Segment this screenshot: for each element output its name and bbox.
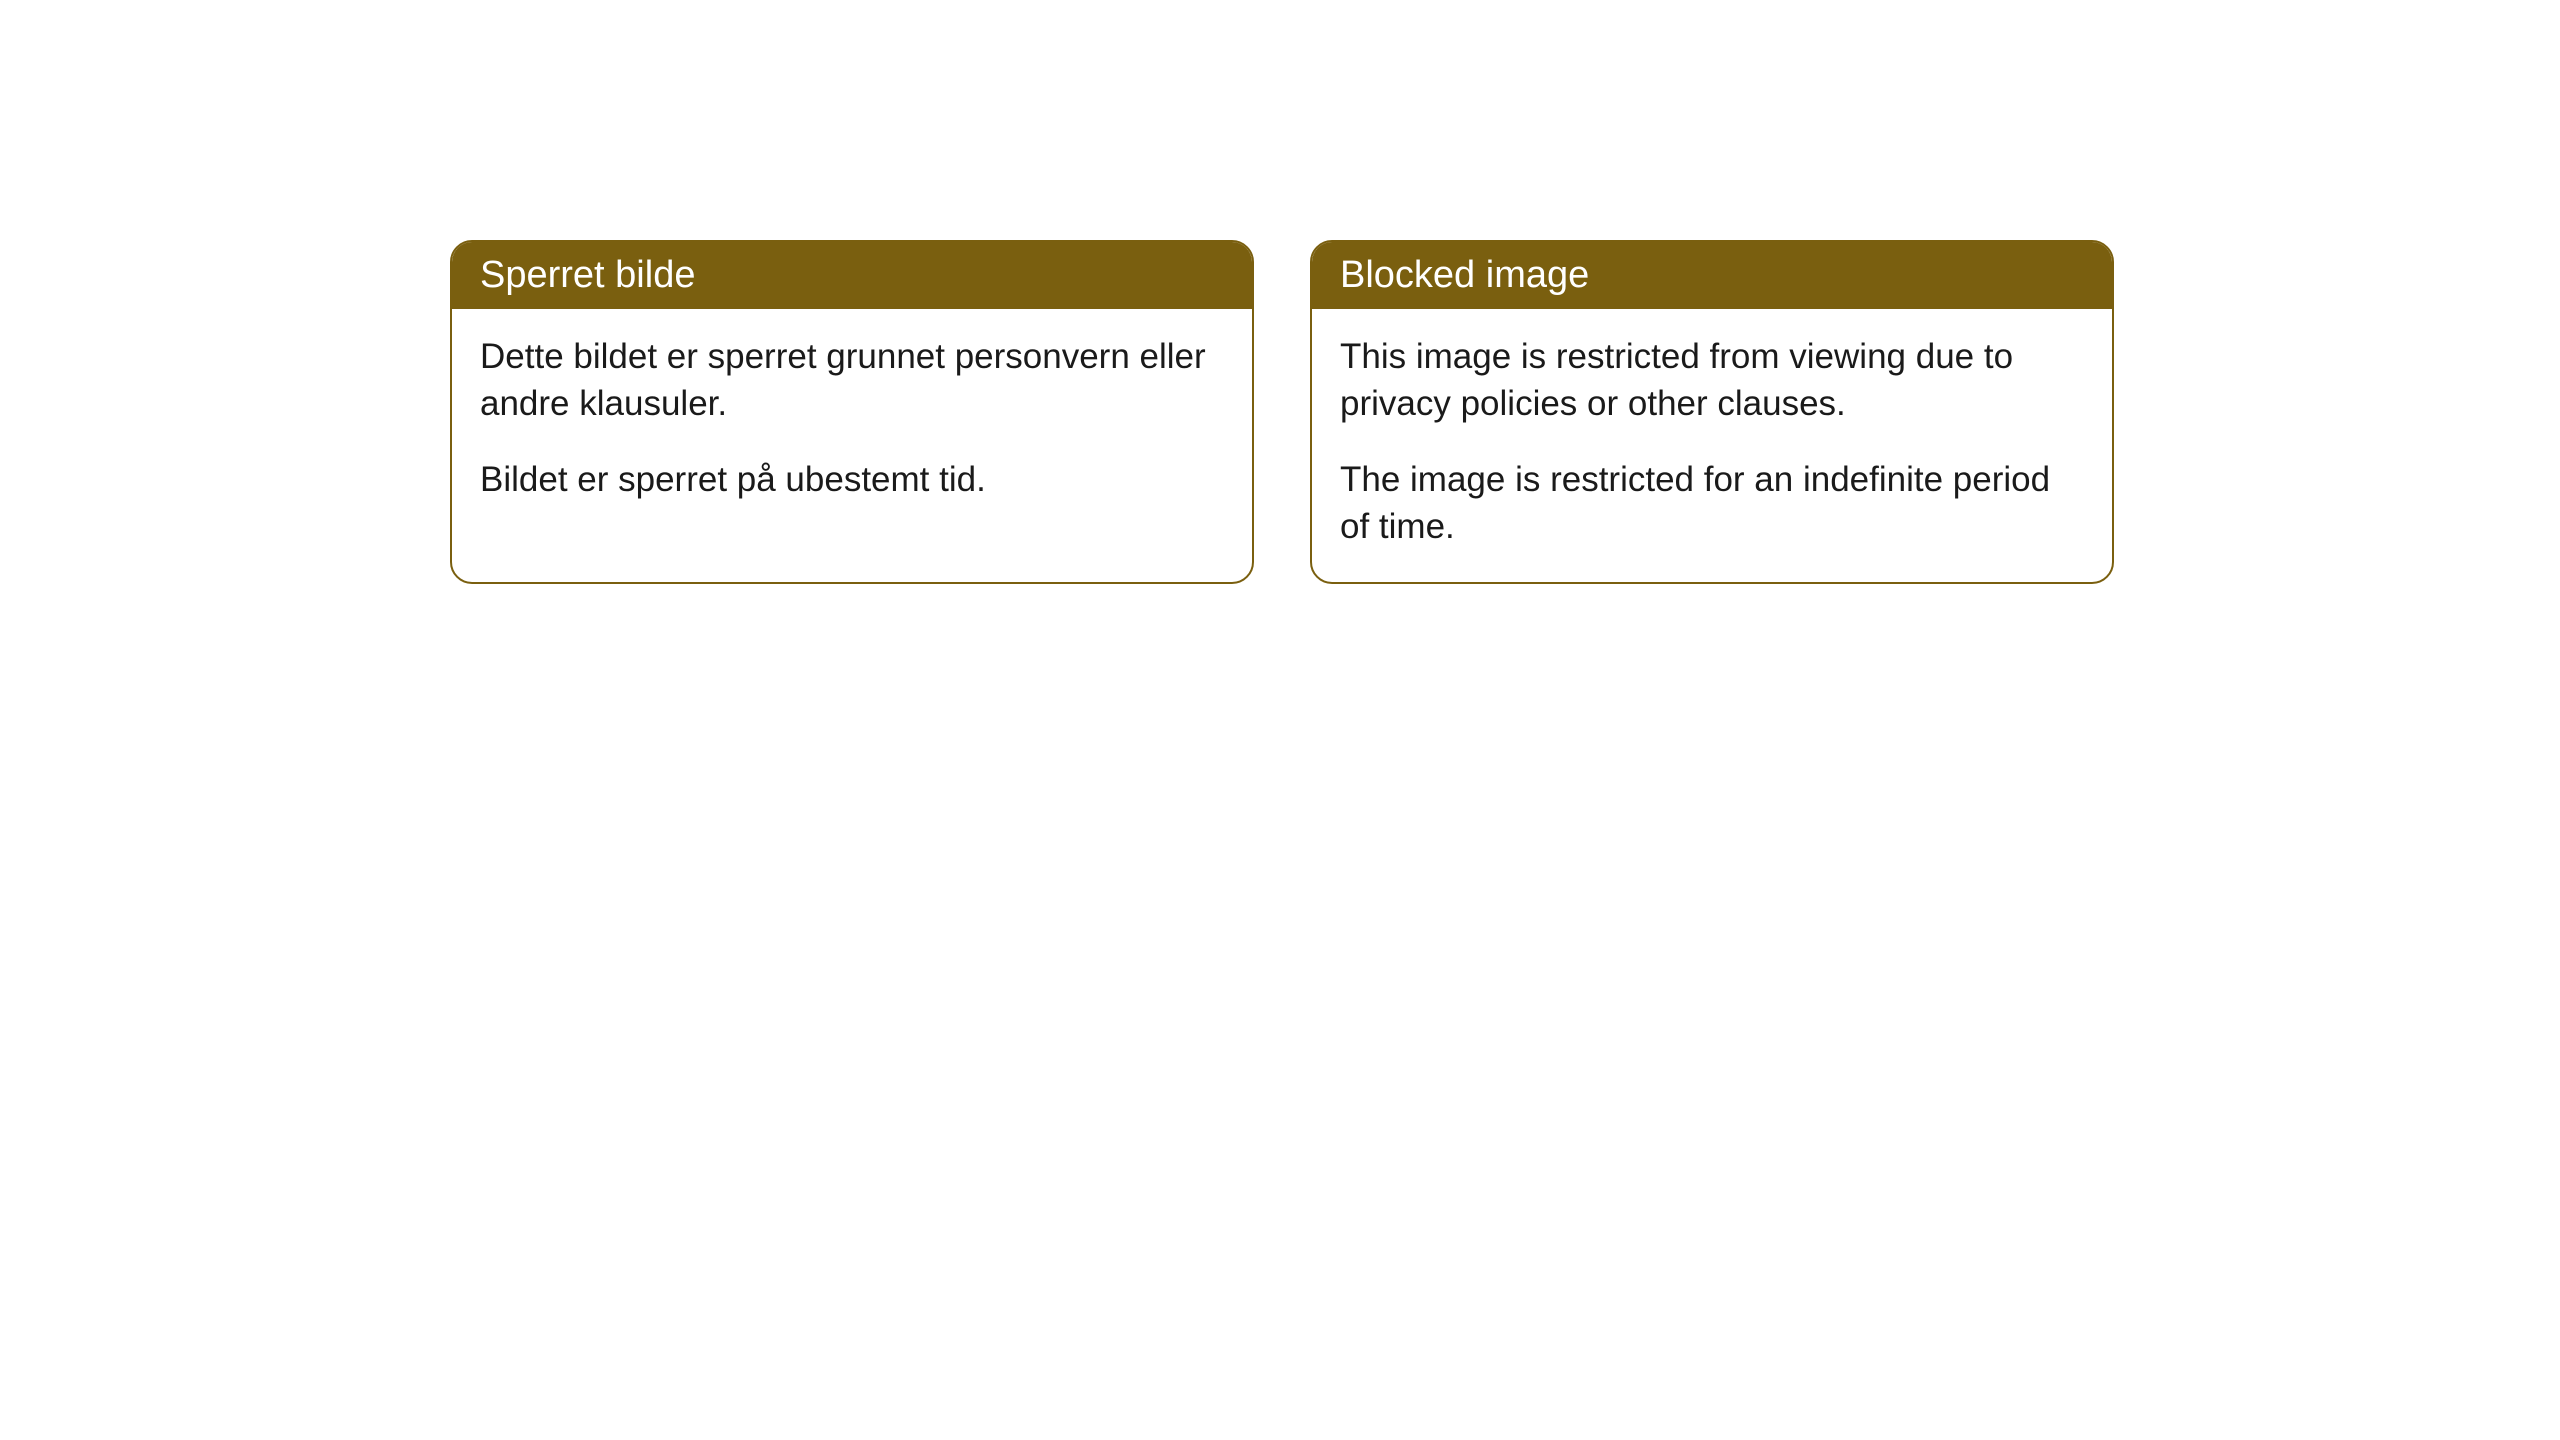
notice-cards-container: Sperret bilde Dette bildet er sperret gr…	[450, 240, 2560, 584]
notice-card-english: Blocked image This image is restricted f…	[1310, 240, 2114, 584]
card-paragraph: Bildet er sperret på ubestemt tid.	[480, 456, 1224, 503]
card-paragraph: Dette bildet er sperret grunnet personve…	[480, 333, 1224, 428]
card-paragraph: This image is restricted from viewing du…	[1340, 333, 2084, 428]
card-body: This image is restricted from viewing du…	[1312, 309, 2112, 582]
notice-card-norwegian: Sperret bilde Dette bildet er sperret gr…	[450, 240, 1254, 584]
card-header: Blocked image	[1312, 242, 2112, 309]
card-body: Dette bildet er sperret grunnet personve…	[452, 309, 1252, 535]
card-paragraph: The image is restricted for an indefinit…	[1340, 456, 2084, 551]
card-title: Blocked image	[1340, 254, 1589, 296]
card-title: Sperret bilde	[480, 254, 695, 296]
card-header: Sperret bilde	[452, 242, 1252, 309]
